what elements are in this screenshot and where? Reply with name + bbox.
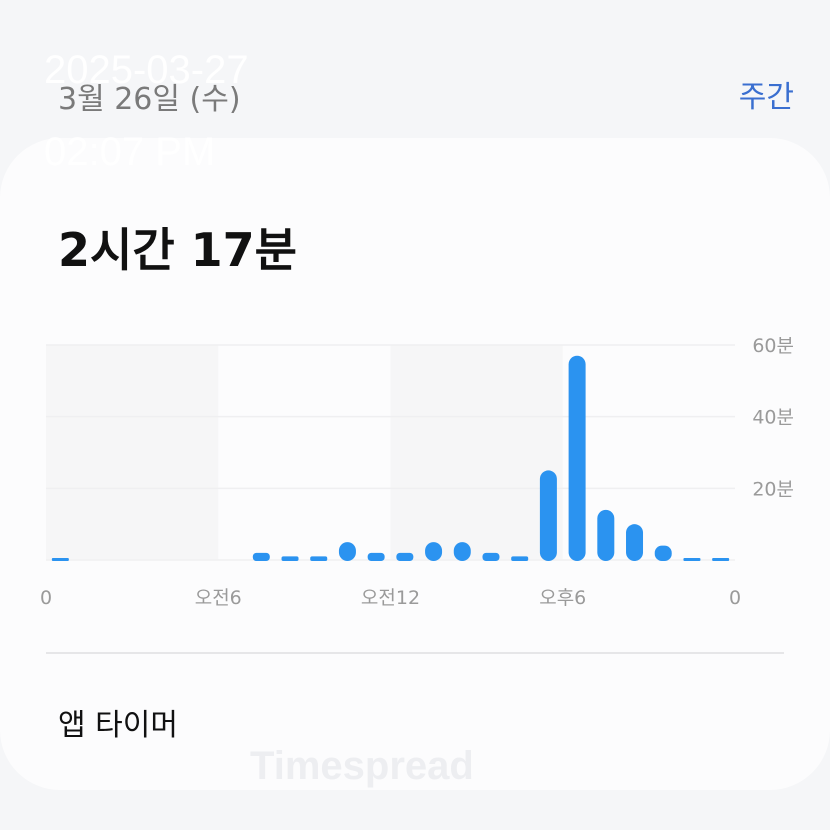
band-0 xyxy=(46,345,219,560)
band-1 xyxy=(390,345,563,560)
date-label: 3월 26일 (수) xyxy=(58,82,241,117)
x-tick-label: 오전6 xyxy=(195,587,242,609)
y-tick-label: 60분 xyxy=(752,335,794,357)
bar-hour-21 xyxy=(654,545,672,561)
bar-hour-9 xyxy=(310,556,328,561)
overlay-date: 2025-03-27 xyxy=(44,48,249,92)
x-tick-label: 오후6 xyxy=(539,587,586,609)
divider xyxy=(46,652,784,654)
bar-hour-17 xyxy=(539,470,557,561)
overlay-time: 02:07 PM xyxy=(44,130,216,174)
bar-hour-16 xyxy=(511,556,529,561)
bar-hour-11 xyxy=(367,552,385,561)
x-tick-label: 0 xyxy=(729,587,741,609)
bar-hour-23 xyxy=(712,558,730,561)
bar-hour-20 xyxy=(626,524,644,561)
bar-hour-10 xyxy=(338,542,356,561)
watermark: Timespread xyxy=(250,744,474,788)
weekly-button[interactable]: 주간 xyxy=(738,80,794,115)
x-tick-label: 오전12 xyxy=(361,587,420,609)
y-tick-label: 20분 xyxy=(752,478,794,500)
y-tick-label: 40분 xyxy=(752,407,794,429)
bar-hour-7 xyxy=(252,552,270,561)
total-usage-time: 2시간 17분 xyxy=(58,223,297,277)
bar-hour-19 xyxy=(597,509,615,561)
bar-hour-14 xyxy=(453,542,471,561)
bar-hour-18 xyxy=(568,355,586,561)
x-tick-label: 0 xyxy=(40,587,52,609)
bar-hour-22 xyxy=(683,558,701,561)
app-timer-section[interactable]: 앱 타이머 xyxy=(58,708,178,743)
bar-hour-0 xyxy=(51,558,69,561)
bar-hour-13 xyxy=(425,542,443,561)
bar-hour-12 xyxy=(396,552,414,561)
bar-hour-8 xyxy=(281,556,299,561)
bar-hour-15 xyxy=(482,552,500,561)
